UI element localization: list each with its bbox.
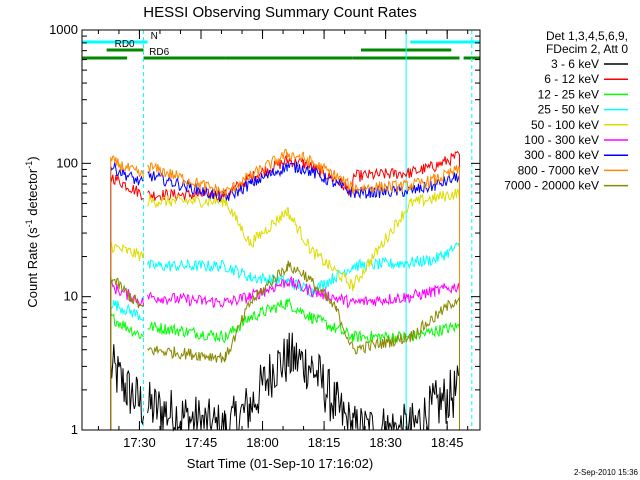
- series-line: [110, 260, 460, 430]
- flag-label: RD6: [149, 47, 169, 58]
- legend: Det 1,3,4,5,6,9, FDecim 2, Att 0: [546, 29, 628, 56]
- legend-label: 3 - 6 keV: [551, 57, 599, 71]
- series-line: [110, 188, 460, 430]
- data-gap-band: [82, 30, 111, 430]
- y-axis-label-exponent: -1: [24, 161, 34, 169]
- y-axis-label-exponent: -1: [24, 219, 34, 227]
- y-tick-label: 10: [64, 289, 78, 304]
- legend-label: 50 - 100 keV: [531, 118, 599, 132]
- legend-label: 12 - 25 keV: [538, 87, 599, 101]
- y-tick-label: 1: [71, 422, 78, 437]
- series-layer: [110, 148, 460, 432]
- y-axis-label: Count Rate (s-1 detector-1): [24, 156, 40, 307]
- y-axis-label-part: Count Rate (s: [25, 227, 40, 308]
- series-line: [110, 332, 460, 432]
- data-gap-band: [143, 30, 148, 430]
- y-axis-label-part: ): [25, 156, 40, 160]
- x-tick-label: 18:00: [246, 435, 279, 450]
- x-tick-label: 18:15: [308, 435, 341, 450]
- series-line: [110, 150, 460, 430]
- legend-label: 100 - 300 keV: [524, 133, 599, 147]
- data-gap-band: [410, 30, 419, 430]
- flag-label: N: [151, 31, 158, 42]
- legend-label: 6 - 12 keV: [544, 72, 599, 86]
- y-tick-label: 1000: [49, 22, 78, 37]
- legend-label: 800 - 7000 keV: [518, 163, 599, 177]
- data-gap-layer: [82, 30, 480, 430]
- x-tick-label: 18:30: [369, 435, 402, 450]
- legend-header-line: FDecim 2, Att 0: [546, 42, 628, 56]
- y-axis-label-part: detector: [25, 168, 40, 219]
- timestamp: 2-Sep-2010 15:36: [574, 468, 639, 477]
- x-tick-label: 17:45: [185, 435, 218, 450]
- x-tick-label: 18:45: [431, 435, 464, 450]
- flag-layer: N RD0 RD6: [82, 30, 480, 430]
- flag-label: RD0: [115, 39, 135, 50]
- y-tick-label: 100: [56, 155, 78, 170]
- series-line: [110, 275, 460, 430]
- legend-label: 25 - 50 keV: [538, 103, 599, 117]
- series-line: [110, 242, 460, 430]
- legend-label: 300 - 800 keV: [524, 148, 599, 162]
- x-tick-label: 17:30: [123, 435, 156, 450]
- plot-frame: [81, 29, 481, 431]
- legend-header-line: Det 1,3,4,5,6,9,: [546, 29, 628, 43]
- chart-title: HESSI Observing Summary Count Rates: [143, 4, 416, 21]
- x-axis-label: Start Time (01-Sep-10 17:16:02): [187, 456, 373, 471]
- legend-label: 7000 - 20000 keV: [504, 179, 599, 193]
- axes-layer: 1 10 100 1000 17:30 17:45 18:00 18:15 18:30 18:45: [49, 22, 481, 450]
- series-line: [110, 148, 460, 430]
